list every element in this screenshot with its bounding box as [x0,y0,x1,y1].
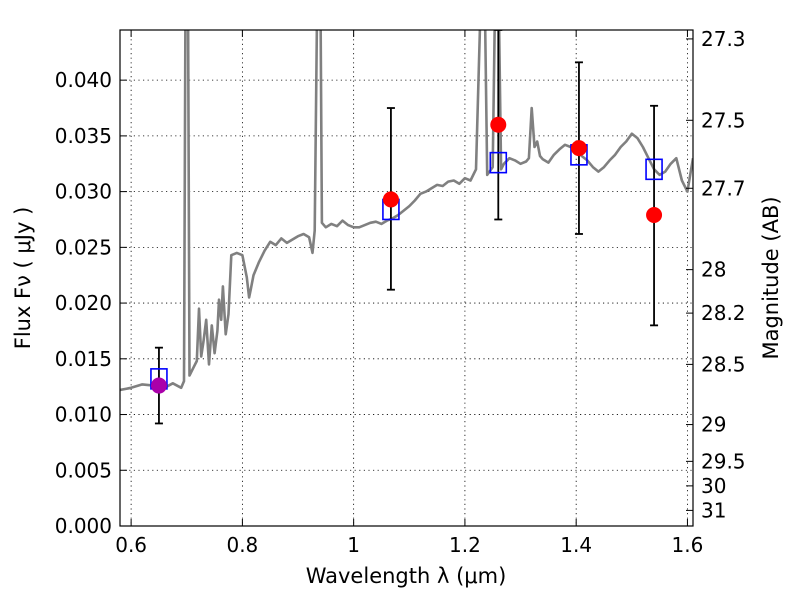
x-axis-label: Wavelength λ (μm) [306,564,507,588]
model-square-marker [489,151,508,174]
right-tick-label: 28 [701,258,726,282]
y-axis-label: Flux Fν ( μJy ) [11,207,35,350]
errorbar-layer [154,30,659,425]
spectrum-line [120,30,693,392]
right-tick-label: 29 [701,413,726,437]
y-tick-label: 0.020 [55,291,112,315]
right-tick-label: 27.7 [701,176,746,200]
y-tick-label: 0.035 [55,124,112,148]
y-tick-label: 0.030 [55,180,112,204]
plot-area [120,30,693,425]
observed-point-marker [490,116,507,133]
model-square-marker [645,158,663,181]
marker-layer [150,116,663,394]
y-tick-label: 0.040 [55,68,112,92]
observed-point-marker [382,191,399,208]
y-tick-label: 0.010 [55,403,112,427]
x-tick-label: 1.2 [449,533,481,557]
observed-point-marker [150,377,167,394]
right-tick-label: 27.5 [701,108,746,132]
observed-point-marker [646,207,663,224]
observed-point-marker [570,140,587,157]
right-tick-label: 28.2 [701,301,746,325]
label-layer: 0.6 0.8 1 1.2 1.4 1.6 0.000 0.005 0.010 0.015 0.02… [55,27,746,557]
right-tick-label: 28.5 [701,352,746,376]
x-tick-label: 1.4 [560,533,592,557]
y-tick-label: 0.025 [55,235,112,259]
x-tick-label: 1 [347,533,360,557]
grid-layer [120,30,693,526]
x-tick-label: 0.6 [115,533,147,557]
y-tick-label: 0.000 [55,514,112,538]
right-axis-label: Magnitude (AB) [759,196,783,359]
y-tick-label: 0.015 [55,347,112,371]
x-tick-label: 0.8 [226,533,258,557]
right-tick-label: 31 [701,498,726,522]
right-tick-label: 30 [701,474,726,498]
plot-frame [119,29,694,527]
y-tick-label: 0.005 [55,458,112,482]
tick-layer [120,30,693,527]
right-tick-label: 27.3 [701,27,746,51]
x-tick-label: 1.6 [672,533,704,557]
spectrum-layer [120,30,693,392]
right-tick-label: 29.5 [701,449,746,473]
